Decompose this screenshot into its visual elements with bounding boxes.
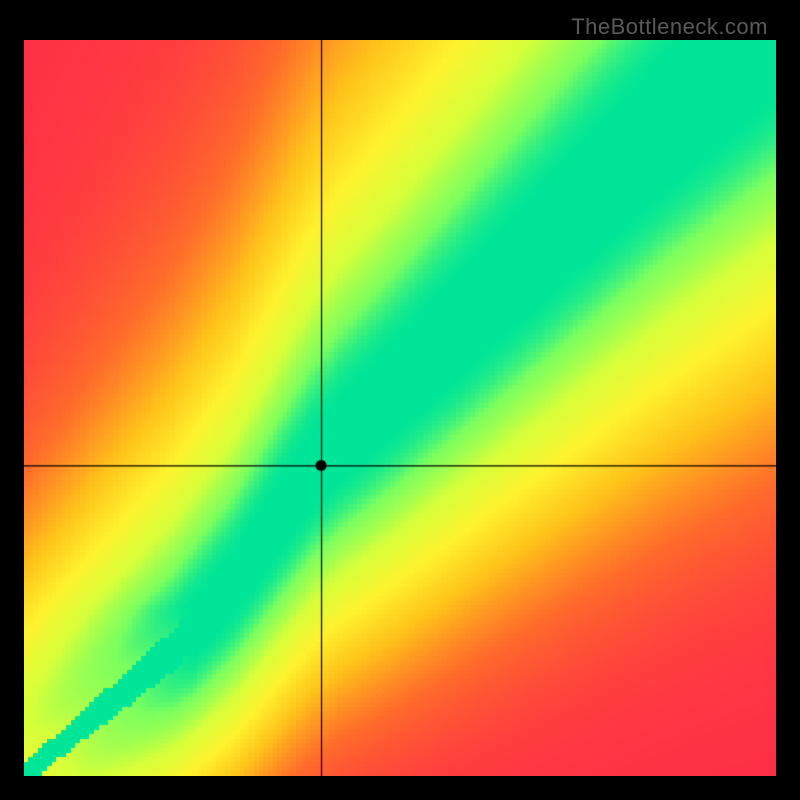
watermark-text: TheBottleneck.com (571, 14, 768, 40)
bottleneck-heatmap-plot (24, 40, 776, 776)
overlay-canvas (24, 40, 776, 776)
